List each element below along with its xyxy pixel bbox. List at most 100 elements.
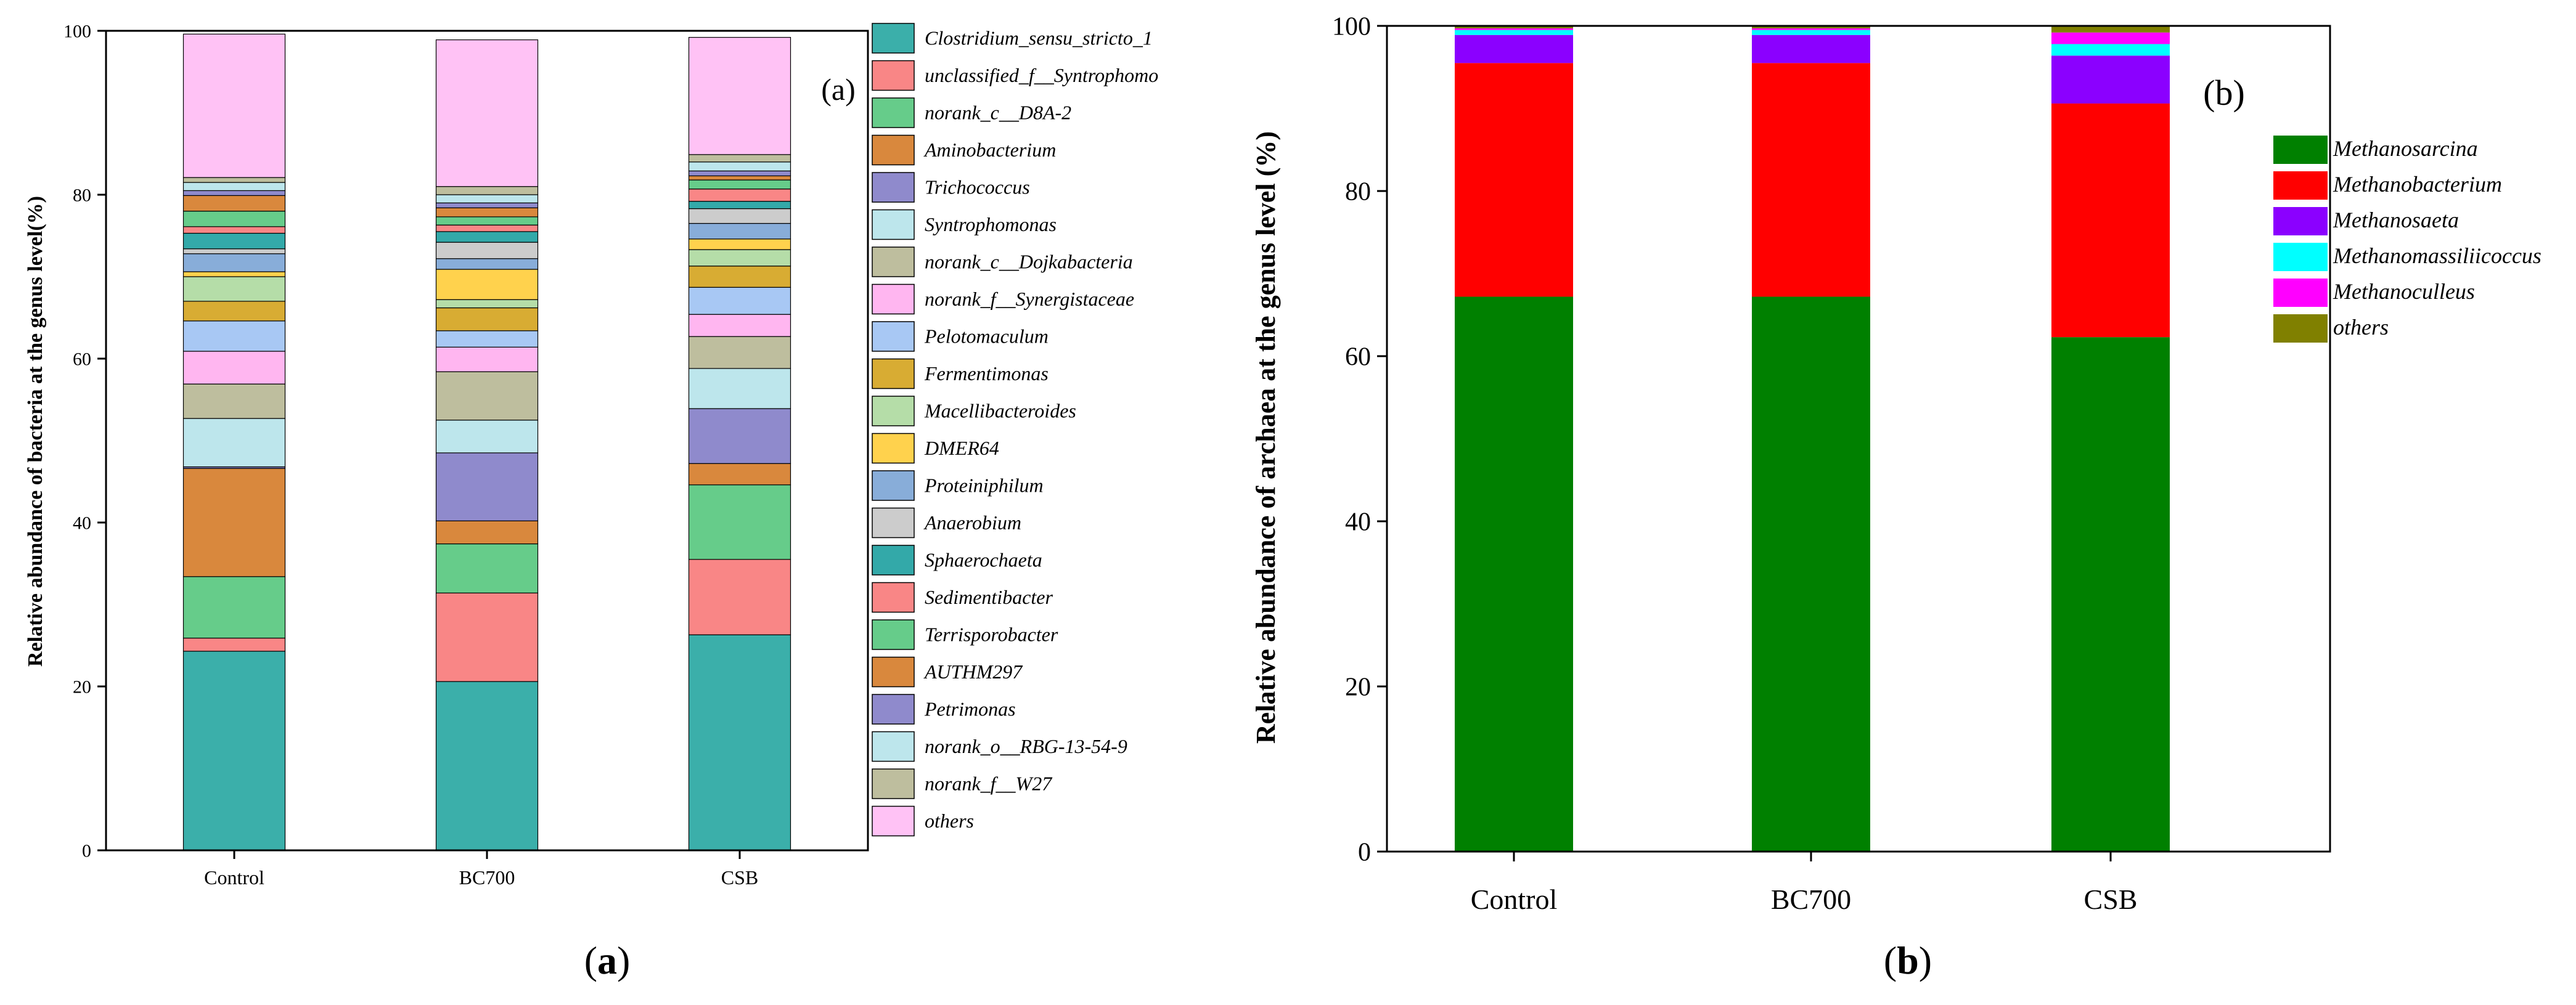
legend-swatch: [872, 60, 915, 91]
y-tick-label: 60: [1345, 343, 1371, 372]
legend-label: norank_c__Dojkabacteria: [925, 251, 1133, 273]
panel-b-y-axis-label: Relative abundance of archaea at the gen…: [1251, 131, 1281, 744]
bar-segment-bc700-5: [435, 420, 539, 454]
legend-swatch: [872, 470, 915, 501]
bar-segment-bc700-11: [435, 269, 539, 300]
legend-label: Terrisporobacter: [925, 624, 1058, 646]
legend-label: Methanosaeta: [2333, 208, 2459, 232]
legend-swatch: [872, 768, 915, 799]
bar-segment-bc700-14: [435, 231, 539, 243]
bar-segment-csb-4: [688, 408, 791, 464]
bar-segment-bc700-20: [435, 186, 539, 195]
bar-segment-control-7: [182, 351, 286, 385]
legend-label: Macellibacteroides: [924, 400, 1076, 422]
legend-label: Pelotomaculum: [924, 325, 1049, 348]
legend-swatch: [872, 433, 915, 464]
legend-swatch: [872, 172, 915, 203]
legend-swatch: [872, 97, 915, 128]
bar-segment-control-10: [182, 276, 286, 302]
panel-a-x-axis: Control BC700 CSB: [204, 850, 758, 889]
y-tick-label: 40: [73, 513, 91, 534]
legend-label: Anaerobium: [923, 511, 1021, 534]
bar-segment-bc700-5: [1752, 26, 1870, 29]
bar-segment-control-6: [182, 383, 286, 419]
legend-swatch: [2273, 136, 2328, 164]
bar-segment-bc700-18: [435, 202, 539, 208]
bar-segment-bc700-10: [435, 299, 539, 309]
legend-swatch: [872, 209, 915, 240]
bar-segment-csb-18: [688, 170, 791, 177]
legend-swatch: [872, 656, 915, 688]
legend-label: DMER64: [924, 437, 999, 459]
legend-swatch: [872, 246, 915, 277]
legend-label: Trichococcus: [925, 176, 1030, 198]
bar-segment-bc700-1: [435, 592, 539, 682]
bar-segment-control-9: [182, 301, 286, 322]
bar-segment-csb-10: [688, 249, 791, 267]
bar-segment-control-0: [1455, 296, 1573, 852]
x-tick-label: CSB: [2084, 884, 2138, 915]
legend-swatch: [872, 582, 915, 613]
bar-segment-csb-1: [688, 559, 791, 635]
bar-segment-control-5: [182, 418, 286, 468]
y-tick-label: 100: [1332, 13, 1371, 41]
bar-segment-csb-3: [688, 463, 791, 486]
y-tick-label: 0: [82, 841, 91, 861]
panel-a-caption-close: ): [617, 938, 630, 982]
legend-label: Petrimonas: [924, 698, 1016, 720]
legend-label: norank_f__Synergistaceae: [925, 288, 1134, 310]
bar-segment-control-4: [1455, 28, 1573, 30]
panel-b-legend: Methanosarcina Methanobacterium Methanosae…: [2273, 136, 2541, 343]
bar-segment-csb-8: [688, 287, 791, 315]
legend-swatch: [872, 545, 915, 576]
bar-segment-bc700-2: [435, 543, 539, 593]
bar-segment-control-19: [182, 182, 286, 191]
panel-a: Relative abundance of bacteria at the ge…: [24, 22, 1158, 983]
bar-segment-csb-21: [688, 37, 791, 155]
legend-label: Methanomassiliicoccus: [2333, 243, 2541, 268]
bar-segment-control-20: [182, 177, 286, 183]
panel-b: Relative abundance of archaea at the gen…: [1251, 13, 2541, 982]
legend-label: Fermentimonas: [924, 362, 1049, 385]
panel-b-x-axis: Control BC700 CSB: [1471, 852, 2138, 915]
legend-label: Methanosarcina: [2333, 136, 2478, 161]
bar-segment-control-8: [182, 320, 286, 352]
legend-swatch: [872, 507, 915, 539]
panel-a-y-axis-label: Relative abundance of bacteria at the ge…: [24, 196, 47, 667]
bar-segment-csb-1: [2051, 103, 2170, 338]
panel-b-caption-letter: b: [1897, 938, 1919, 982]
legend-label: norank_f__W27: [925, 773, 1053, 795]
bar-segment-csb-2: [688, 484, 791, 560]
bar-segment-control-14: [182, 232, 286, 250]
legend-swatch: [872, 321, 915, 352]
panel-a-bars: [182, 33, 791, 851]
bar-segment-control-2: [1455, 35, 1573, 63]
legend-label: Syntrophomonas: [925, 213, 1057, 235]
bar-segment-bc700-19: [435, 194, 539, 203]
panel-a-tag: (a): [821, 72, 856, 107]
bar-segment-csb-3: [2051, 44, 2170, 56]
y-tick-label: 80: [73, 185, 91, 206]
bar-segment-csb-13: [688, 208, 791, 224]
legend-label: Sedimentibacter: [925, 586, 1053, 608]
panel-a-caption: (a): [584, 938, 631, 982]
bar-segment-control-18: [182, 190, 286, 196]
bar-segment-bc700-3: [435, 520, 539, 545]
legend-label: Clostridium_sensu_stricto_1: [925, 27, 1153, 49]
legend-label: unclassified_f__Syntrophomo: [925, 64, 1158, 86]
x-tick-label: BC700: [459, 866, 515, 889]
bar-segment-csb-20: [688, 154, 791, 163]
panel-a-caption-open: (: [584, 938, 597, 982]
bar-segment-bc700-13: [435, 242, 539, 259]
legend-swatch: [2273, 279, 2328, 307]
y-tick-label: 80: [1345, 178, 1371, 206]
bar-segment-control-15: [182, 226, 286, 234]
legend-swatch: [872, 694, 915, 725]
bar-segment-control-2: [182, 576, 286, 639]
panel-b-y-axis: 0 20 40 60 80 100: [1332, 13, 1387, 867]
legend-swatch: [2273, 207, 2328, 235]
bar-segment-bc700-6: [435, 371, 539, 421]
bar-segment-control-3: [1455, 30, 1573, 35]
bar-segment-bc700-21: [435, 39, 539, 187]
legend-swatch: [872, 805, 915, 837]
